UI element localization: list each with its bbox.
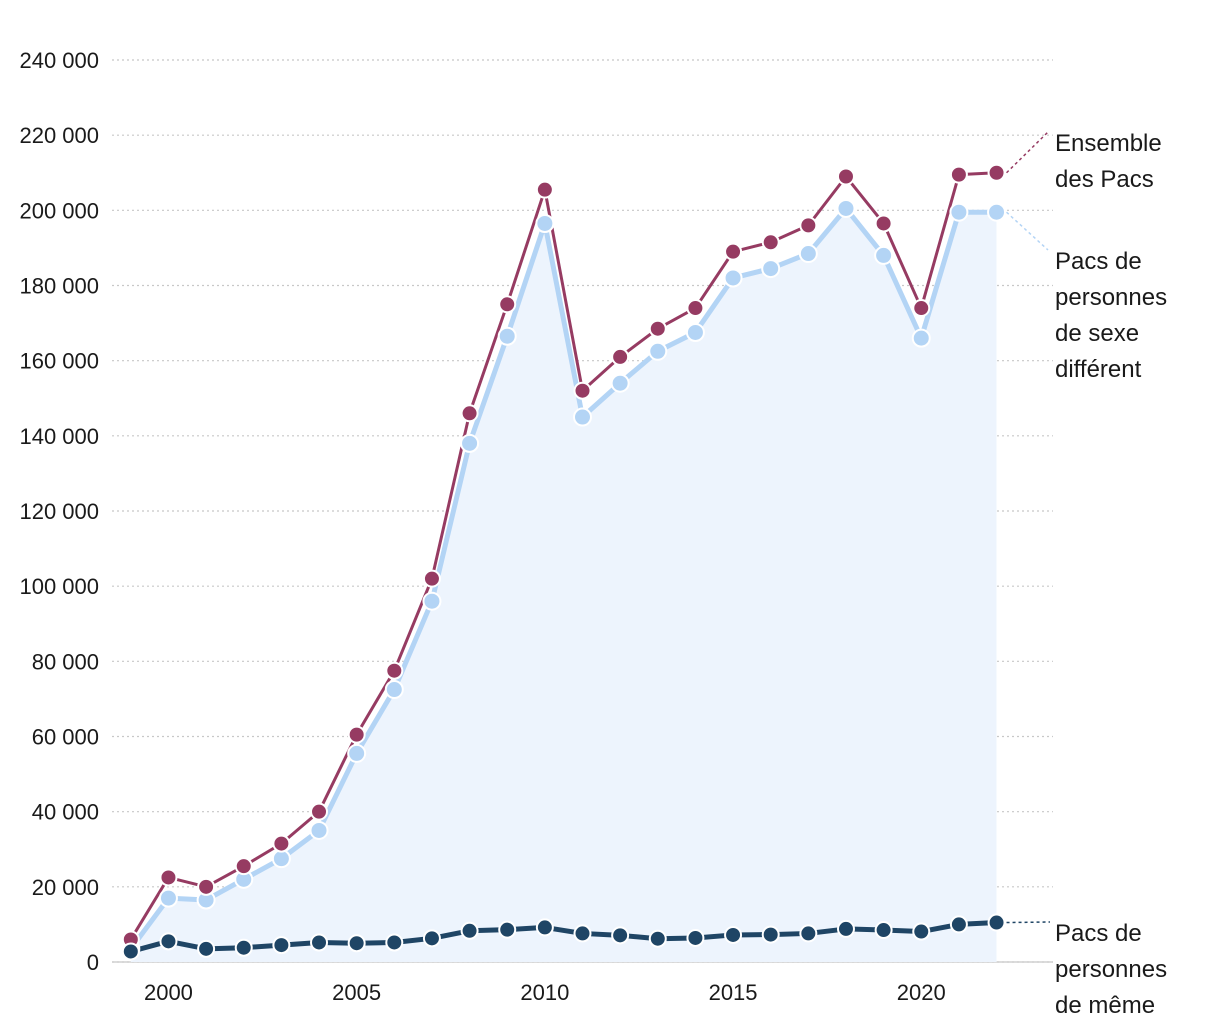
x-tick-label: 2005 (332, 980, 381, 1005)
data-point-ensemble (874, 214, 893, 233)
data-point-meme-sexe (686, 928, 705, 947)
data-point-ensemble (573, 381, 592, 400)
data-point-meme-sexe (159, 932, 178, 951)
series-label-meme-sexe: de même (1055, 992, 1155, 1019)
data-point-sexe-different (422, 591, 442, 611)
y-tick-label: 40 000 (32, 800, 99, 825)
data-point-sexe-different (158, 888, 178, 908)
data-point-meme-sexe (874, 921, 893, 940)
data-point-ensemble (197, 877, 216, 896)
data-point-ensemble (949, 165, 968, 184)
series-label-meme-sexe: personnes (1055, 956, 1167, 983)
data-point-sexe-different (610, 373, 630, 393)
data-point-ensemble (347, 725, 366, 744)
data-point-ensemble (535, 180, 554, 199)
data-point-sexe-different (798, 244, 818, 264)
data-point-sexe-different (648, 341, 668, 361)
series-label-meme-sexe: Pacs de (1055, 920, 1142, 947)
data-point-meme-sexe (799, 924, 818, 943)
series-label-sexe-different: de sexe (1055, 320, 1139, 347)
data-point-ensemble (460, 404, 479, 423)
data-point-meme-sexe (836, 919, 855, 938)
y-tick-label: 100 000 (19, 574, 99, 599)
data-point-ensemble (724, 242, 743, 261)
y-tick-label: 20 000 (32, 875, 99, 900)
data-point-ensemble (761, 233, 780, 252)
data-point-meme-sexe (498, 920, 517, 939)
data-point-meme-sexe (573, 924, 592, 943)
y-tick-label: 140 000 (19, 424, 99, 449)
data-point-sexe-different (347, 743, 367, 763)
data-point-ensemble (611, 347, 630, 366)
x-tick-label: 2015 (709, 980, 758, 1005)
data-point-meme-sexe (949, 915, 968, 934)
data-point-sexe-different (836, 198, 856, 218)
y-tick-label: 0 (87, 950, 99, 975)
data-point-sexe-different (987, 202, 1007, 222)
data-point-ensemble (987, 163, 1006, 182)
data-point-ensemble (234, 857, 253, 876)
data-point-sexe-different (874, 245, 894, 265)
data-point-ensemble (648, 319, 667, 338)
data-point-meme-sexe (347, 934, 366, 953)
data-point-sexe-different (761, 259, 781, 279)
data-point-ensemble (836, 167, 855, 186)
y-tick-label: 240 000 (19, 48, 99, 73)
data-point-sexe-different (949, 202, 969, 222)
x-tick-label: 2000 (144, 980, 193, 1005)
data-point-ensemble (799, 216, 818, 235)
x-tick-label: 2020 (897, 980, 946, 1005)
data-point-ensemble (272, 834, 291, 853)
data-point-sexe-different (271, 849, 291, 869)
y-tick-label: 120 000 (19, 499, 99, 524)
data-point-ensemble (310, 802, 329, 821)
data-point-meme-sexe (761, 925, 780, 944)
series-label-ensemble: des Pacs (1055, 166, 1154, 193)
series-label-sexe-different: Pacs de (1055, 248, 1142, 275)
data-point-meme-sexe (912, 922, 931, 941)
data-point-meme-sexe (460, 921, 479, 940)
data-point-sexe-different (497, 326, 517, 346)
y-tick-label: 220 000 (19, 123, 99, 148)
data-point-meme-sexe (987, 913, 1006, 932)
data-point-meme-sexe (197, 939, 216, 958)
data-point-meme-sexe (121, 942, 140, 961)
data-point-meme-sexe (724, 925, 743, 944)
series-label-sexe-different: personnes (1055, 284, 1167, 311)
data-point-meme-sexe (272, 936, 291, 955)
leader-sexe-different (1006, 211, 1049, 251)
data-point-sexe-different (384, 680, 404, 700)
data-point-sexe-different (723, 268, 743, 288)
data-point-sexe-different (535, 213, 555, 233)
data-point-ensemble (422, 569, 441, 588)
data-point-meme-sexe (234, 938, 253, 957)
data-point-sexe-different (309, 820, 329, 840)
series-label-ensemble: Ensemble (1055, 130, 1162, 157)
leader-ensemble (1006, 131, 1049, 174)
data-point-ensemble (686, 299, 705, 318)
data-point-sexe-different (573, 407, 592, 427)
data-point-meme-sexe (648, 929, 667, 948)
data-point-meme-sexe (611, 926, 630, 945)
leader-meme-sexe (1006, 921, 1051, 924)
series-label-sexe-different: différent (1055, 356, 1142, 383)
data-point-meme-sexe (310, 933, 329, 952)
data-point-ensemble (498, 295, 517, 314)
data-point-sexe-different (460, 433, 480, 453)
data-point-sexe-different (685, 322, 705, 342)
data-point-ensemble (912, 299, 931, 318)
y-tick-label: 160 000 (19, 349, 99, 374)
data-point-ensemble (385, 661, 404, 680)
data-point-meme-sexe (385, 933, 404, 952)
x-tick-label: 2010 (520, 980, 569, 1005)
y-tick-label: 60 000 (32, 725, 99, 750)
y-tick-label: 180 000 (19, 274, 99, 299)
y-tick-label: 200 000 (19, 198, 99, 223)
data-point-sexe-different (911, 328, 931, 348)
data-point-meme-sexe (535, 918, 554, 937)
data-point-meme-sexe (422, 929, 441, 948)
y-tick-label: 80 000 (32, 649, 99, 674)
data-point-ensemble (159, 868, 178, 887)
